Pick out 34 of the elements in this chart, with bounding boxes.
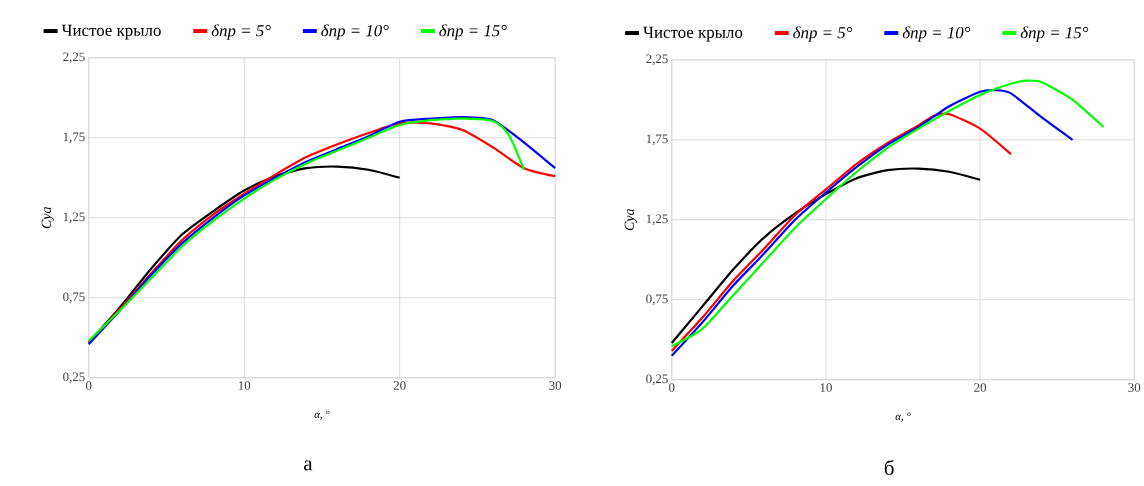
text: а (304, 460, 313, 471)
x-tick-label: 30 (1128, 383, 1141, 392)
x-tick-label: 0 (85, 381, 92, 390)
legend-label: δпр = 15° (439, 24, 507, 40)
y-tick-label: 1,25 (646, 214, 668, 225)
x-tick-label: 20 (393, 381, 406, 390)
line-series (670, 112, 1013, 352)
legend-label: δпр = 15° (1020, 26, 1089, 42)
x-tick-label: 30 (549, 381, 562, 390)
x-tick-label: 10 (820, 383, 832, 392)
x-tick-label: 20 (974, 383, 987, 392)
x-axis-title: α, ° (895, 412, 911, 422)
legend-label: δпр = 5° (793, 26, 853, 42)
line-series (670, 167, 982, 344)
y-tick-label: 0,75 (63, 292, 85, 303)
legend-label: δпр = 5° (211, 24, 271, 40)
y-tick-label: 2,25 (63, 52, 85, 63)
legend-label: δпр = 10° (902, 26, 971, 42)
y-tick-label: 0,25 (63, 372, 85, 383)
y-tick-label: 1,25 (63, 212, 85, 223)
legend-label: Чистое крыло (61, 24, 161, 40)
text: б (884, 459, 894, 475)
y-axis-title: Cya (624, 208, 637, 230)
x-tick-label: 0 (669, 383, 675, 392)
y-axis-title: Cya (41, 206, 54, 228)
y-tick-label: 0,75 (646, 294, 668, 305)
y-tick-label: 1,75 (646, 134, 668, 145)
legend-label: δпр = 10° (321, 24, 389, 40)
legend-label: Чистое крыло (643, 26, 743, 42)
y-tick-label: 0,25 (646, 374, 668, 385)
x-axis-title: α, ° (314, 410, 330, 420)
y-tick-label: 1,75 (63, 132, 85, 143)
y-tick-label: 2,25 (646, 54, 668, 65)
x-tick-label: 10 (238, 381, 251, 390)
